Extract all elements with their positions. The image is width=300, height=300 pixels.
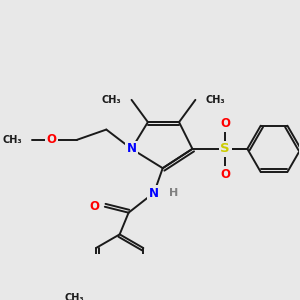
Text: CH₃: CH₃: [101, 95, 121, 105]
Text: O: O: [220, 117, 230, 130]
Text: CH₃: CH₃: [2, 135, 22, 145]
Text: CH₃: CH₃: [64, 293, 84, 300]
Text: H: H: [169, 188, 178, 198]
Text: O: O: [46, 134, 56, 146]
Text: N: N: [149, 187, 159, 200]
Text: O: O: [220, 168, 230, 181]
Text: O: O: [89, 200, 99, 213]
Text: S: S: [220, 142, 230, 155]
Text: N: N: [127, 142, 136, 155]
Text: CH₃: CH₃: [206, 95, 225, 105]
